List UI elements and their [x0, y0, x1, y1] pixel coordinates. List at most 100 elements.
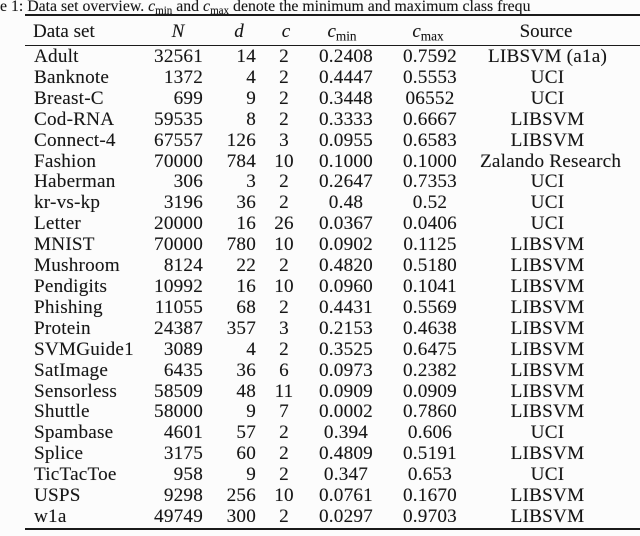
caption-text-suffix: denote the minimum and maximum class fre…: [229, 0, 531, 15]
cell-n: 10992: [154, 275, 203, 297]
cell-n: 49749: [154, 505, 203, 527]
cell-cmin: 0.347: [323, 464, 369, 486]
cell-cmax: 0.5569: [403, 296, 457, 318]
cell-cmin: 0.48: [328, 192, 364, 214]
cell-n: 20000: [154, 213, 203, 235]
cell-cmin: 0.4447: [319, 66, 373, 88]
cell-source: LIBSVM: [510, 296, 585, 318]
cell-d: 784: [226, 150, 256, 172]
cell-cmin: 0.3333: [319, 108, 373, 130]
cell-d: 60: [236, 443, 256, 465]
cell-cmax: 0.7860: [403, 401, 457, 423]
table-row: Pendigits 10992 16 10 0.0960 0.1041 LIBS…: [25, 275, 640, 298]
cell-cmax: 0.606: [407, 422, 453, 444]
cell-d: 3: [246, 171, 256, 193]
cell-c: 2: [279, 505, 289, 527]
cell-dataset: Shuttle: [34, 401, 90, 423]
cell-cmax: 0.5191: [403, 443, 457, 465]
cell-cmin: 0.0761: [319, 485, 373, 507]
table-row: USPS 9298 256 10 0.0761 0.1670 LIBSVM: [25, 485, 640, 507]
cell-cmin: 0.0909: [319, 380, 373, 402]
cell-dataset: Cod-RNA: [34, 108, 115, 130]
cell-dataset: Spambase: [34, 422, 114, 444]
cell-n: 6435: [163, 359, 203, 381]
cell-d: 36: [236, 359, 256, 381]
table-row: Shuttle 58000 9 7 0.0002 0.7860 LIBSVM: [25, 402, 640, 423]
cell-n: 32561: [154, 46, 203, 67]
cell-c: 10: [274, 485, 294, 507]
cell-d: 256: [226, 485, 256, 507]
cell-n: 58000: [154, 401, 203, 423]
table-row: Mushroom 8124 22 2 0.4820 0.5180 LIBSVM: [25, 255, 640, 277]
cell-d: 9: [246, 464, 256, 486]
cell-d: 36: [236, 192, 256, 214]
cell-d: 126: [226, 129, 256, 151]
cell-cmax: 0.653: [407, 464, 453, 486]
table-row: kr-vs-kp 3196 36 2 0.48 0.52 UCI: [25, 192, 640, 214]
cell-cmax: 0.1670: [403, 485, 457, 507]
cell-cmin: 0.0367: [319, 213, 373, 235]
caption-text-prefix: e 1: Data set overview.: [0, 0, 149, 15]
cell-source: LIBSVM: [510, 380, 585, 402]
cell-d: 16: [236, 275, 256, 297]
cell-d: 780: [226, 234, 256, 256]
cell-source: LIBSVM: [510, 129, 585, 151]
cell-n: 24387: [154, 317, 203, 339]
table-row: Haberman 306 3 2 0.2647 0.7353 UCI: [25, 172, 640, 193]
cell-c: 2: [279, 171, 289, 193]
cell-source: LIBSVM: [510, 255, 585, 277]
cell-source: LIBSVM: [510, 338, 585, 360]
cell-n: 699: [173, 87, 203, 109]
cell-cmax: 0.0909: [403, 380, 457, 402]
cell-cmax: 0.2382: [403, 359, 457, 381]
cell-source: LIBSVM: [510, 317, 585, 339]
cell-cmin: 0.394: [323, 422, 369, 444]
cell-dataset: MNIST: [34, 234, 95, 256]
cell-cmin: 0.3525: [319, 338, 373, 360]
table-row: Spambase 4601 57 2 0.394 0.606 UCI: [25, 422, 640, 444]
table-row: Fashion 70000 784 10 0.1000 0.1000 Zalan…: [25, 150, 640, 173]
cell-cmin: 0.3448: [319, 87, 373, 109]
cell-n: 11055: [154, 296, 203, 318]
cell-c: 2: [279, 255, 289, 277]
table-row: TicTacToe 958 9 2 0.347 0.653 UCI: [25, 464, 640, 486]
cell-d: 16: [236, 213, 256, 235]
table-row: Breast-C 699 9 2 0.3448 06552 UCI: [25, 87, 640, 110]
cell-c: 2: [279, 46, 289, 67]
cell-c: 2: [279, 192, 289, 214]
cell-d: 8: [246, 108, 256, 130]
cell-cmin: 0.2647: [319, 171, 373, 193]
cell-source: LIBSVM (a1a): [487, 46, 608, 67]
table-row: w1a 49749 300 2 0.0297 0.9703 LIBSVM: [25, 505, 640, 528]
cell-cmax: 0.7353: [403, 171, 457, 193]
cell-cmax: 0.1041: [403, 275, 457, 297]
cell-c: 10: [274, 275, 294, 297]
cell-c: 2: [279, 422, 289, 444]
table-row: SVMGuide1 3089 4 2 0.3525 0.6475 LIBSVM: [25, 338, 640, 361]
cell-cmax: 0.4638: [403, 317, 457, 339]
table-row: SatImage 6435 36 6 0.0973 0.2382 LIBSVM: [25, 359, 640, 382]
cell-c: 26: [274, 213, 294, 235]
cell-source: LIBSVM: [510, 443, 585, 465]
caption-cmin-subscript: min: [155, 4, 173, 17]
cell-cmax: 0.6583: [403, 129, 457, 151]
cell-cmax: 0.52: [412, 192, 448, 214]
header-cmax-symbol: c: [412, 21, 421, 42]
cell-c: 3: [279, 317, 289, 339]
cell-d: 14: [236, 46, 256, 67]
cell-source: LIBSVM: [510, 359, 585, 381]
column-header-cmax: cmax: [412, 22, 443, 45]
cell-source: LIBSVM: [510, 234, 585, 256]
cell-n: 70000: [154, 150, 203, 172]
caption-text-middle: and: [172, 0, 204, 15]
cell-dataset: TicTacToe: [34, 464, 117, 486]
table-row: MNIST 70000 780 10 0.0902 0.1125 LIBSVM: [25, 234, 640, 256]
cell-source: UCI: [530, 87, 565, 109]
cell-d: 48: [236, 380, 256, 402]
cell-c: 10: [274, 234, 294, 256]
cell-n: 9298: [163, 485, 203, 507]
cell-cmax: 06552: [405, 87, 455, 109]
cell-source: Zalando Research: [480, 150, 622, 172]
caption-cmin-symbol: c: [148, 0, 156, 15]
column-header-c: c: [281, 21, 291, 42]
